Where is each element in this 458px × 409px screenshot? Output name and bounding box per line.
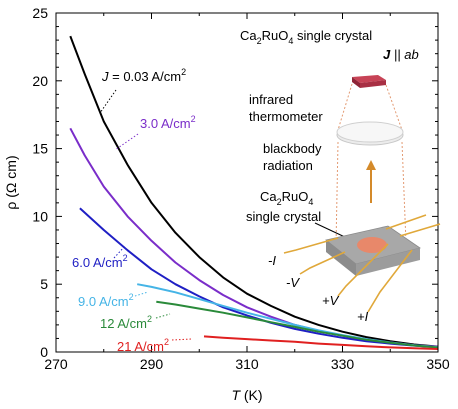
- inset-title: Ca2RuO4 single crystal: [240, 28, 372, 46]
- series-label-leader-0: [99, 89, 117, 114]
- series-layer: [69, 35, 439, 350]
- series-label-1: 3.0 A/cm2: [140, 114, 196, 131]
- x-tick-label: 310: [235, 356, 259, 372]
- x-tick-label: 330: [331, 356, 355, 372]
- y-tick-label: 5: [40, 276, 48, 292]
- series-label-leader-5: [171, 338, 193, 341]
- x-tick-label: 290: [140, 356, 164, 372]
- series-label-leader-4: [155, 313, 171, 319]
- y-tick-label: 20: [32, 73, 48, 89]
- thermometer-label-2: thermometer: [249, 109, 323, 124]
- series-line-5: [203, 335, 439, 350]
- y-tick-label: 0: [40, 344, 48, 360]
- y-axis-label: ρ (Ω cm): [3, 155, 19, 209]
- lead-plus-I: +I: [357, 309, 369, 324]
- series-label-5: 21 A/cm2: [117, 337, 169, 354]
- thermometer-label-1: infrared: [249, 92, 293, 107]
- series-line-4: [156, 300, 439, 349]
- x-axis-label: T (K): [231, 387, 262, 403]
- inset-schematic: Ca2RuO4 single crystal J || ab infrared …: [240, 28, 441, 324]
- series-line-3: [137, 283, 439, 349]
- y-tick-label: 25: [32, 5, 48, 21]
- series-label-3: 9.0 A/cm2: [78, 292, 134, 309]
- electrical-leads: [283, 214, 441, 313]
- lead-plus-V: +V: [322, 293, 340, 308]
- y-tick-label: 10: [32, 208, 48, 224]
- series-label-leader-1: [114, 133, 139, 151]
- x-tick-label: 270: [44, 356, 68, 372]
- infrared-thermometer-icon: [352, 75, 386, 83]
- lead-minus-I: -I: [268, 253, 276, 268]
- blackbody-label-1: blackbody: [263, 141, 322, 156]
- series-label-leader-2: [113, 245, 126, 259]
- axes-layer: 270 290 310 330 350 0 5 10 15 20 25 T (K) ρ (Ω cm): [3, 5, 450, 403]
- crystal-label-2: single crystal: [246, 209, 321, 224]
- lead-minus-V: -V: [286, 275, 300, 290]
- x-tick-label: 350: [426, 356, 450, 372]
- series-label-0: J = 0.03 A/cm2: [101, 67, 186, 84]
- series-line-0: [69, 35, 439, 348]
- crystal-label: Ca2RuO4: [260, 189, 313, 207]
- series-label-2: 6.0 A/cm2: [72, 253, 128, 270]
- y-tick-label: 15: [32, 141, 48, 157]
- series-label-leader-3: [134, 291, 149, 297]
- current-direction-label: J || ab: [383, 47, 419, 62]
- blackbody-label-2: radiation: [263, 158, 313, 173]
- series-label-4: 12 A/cm2: [100, 314, 152, 331]
- series-labels: J = 0.03 A/cm2 3.0 A/cm2 6.0 A/cm2 9.0 A/cm…: [72, 67, 196, 354]
